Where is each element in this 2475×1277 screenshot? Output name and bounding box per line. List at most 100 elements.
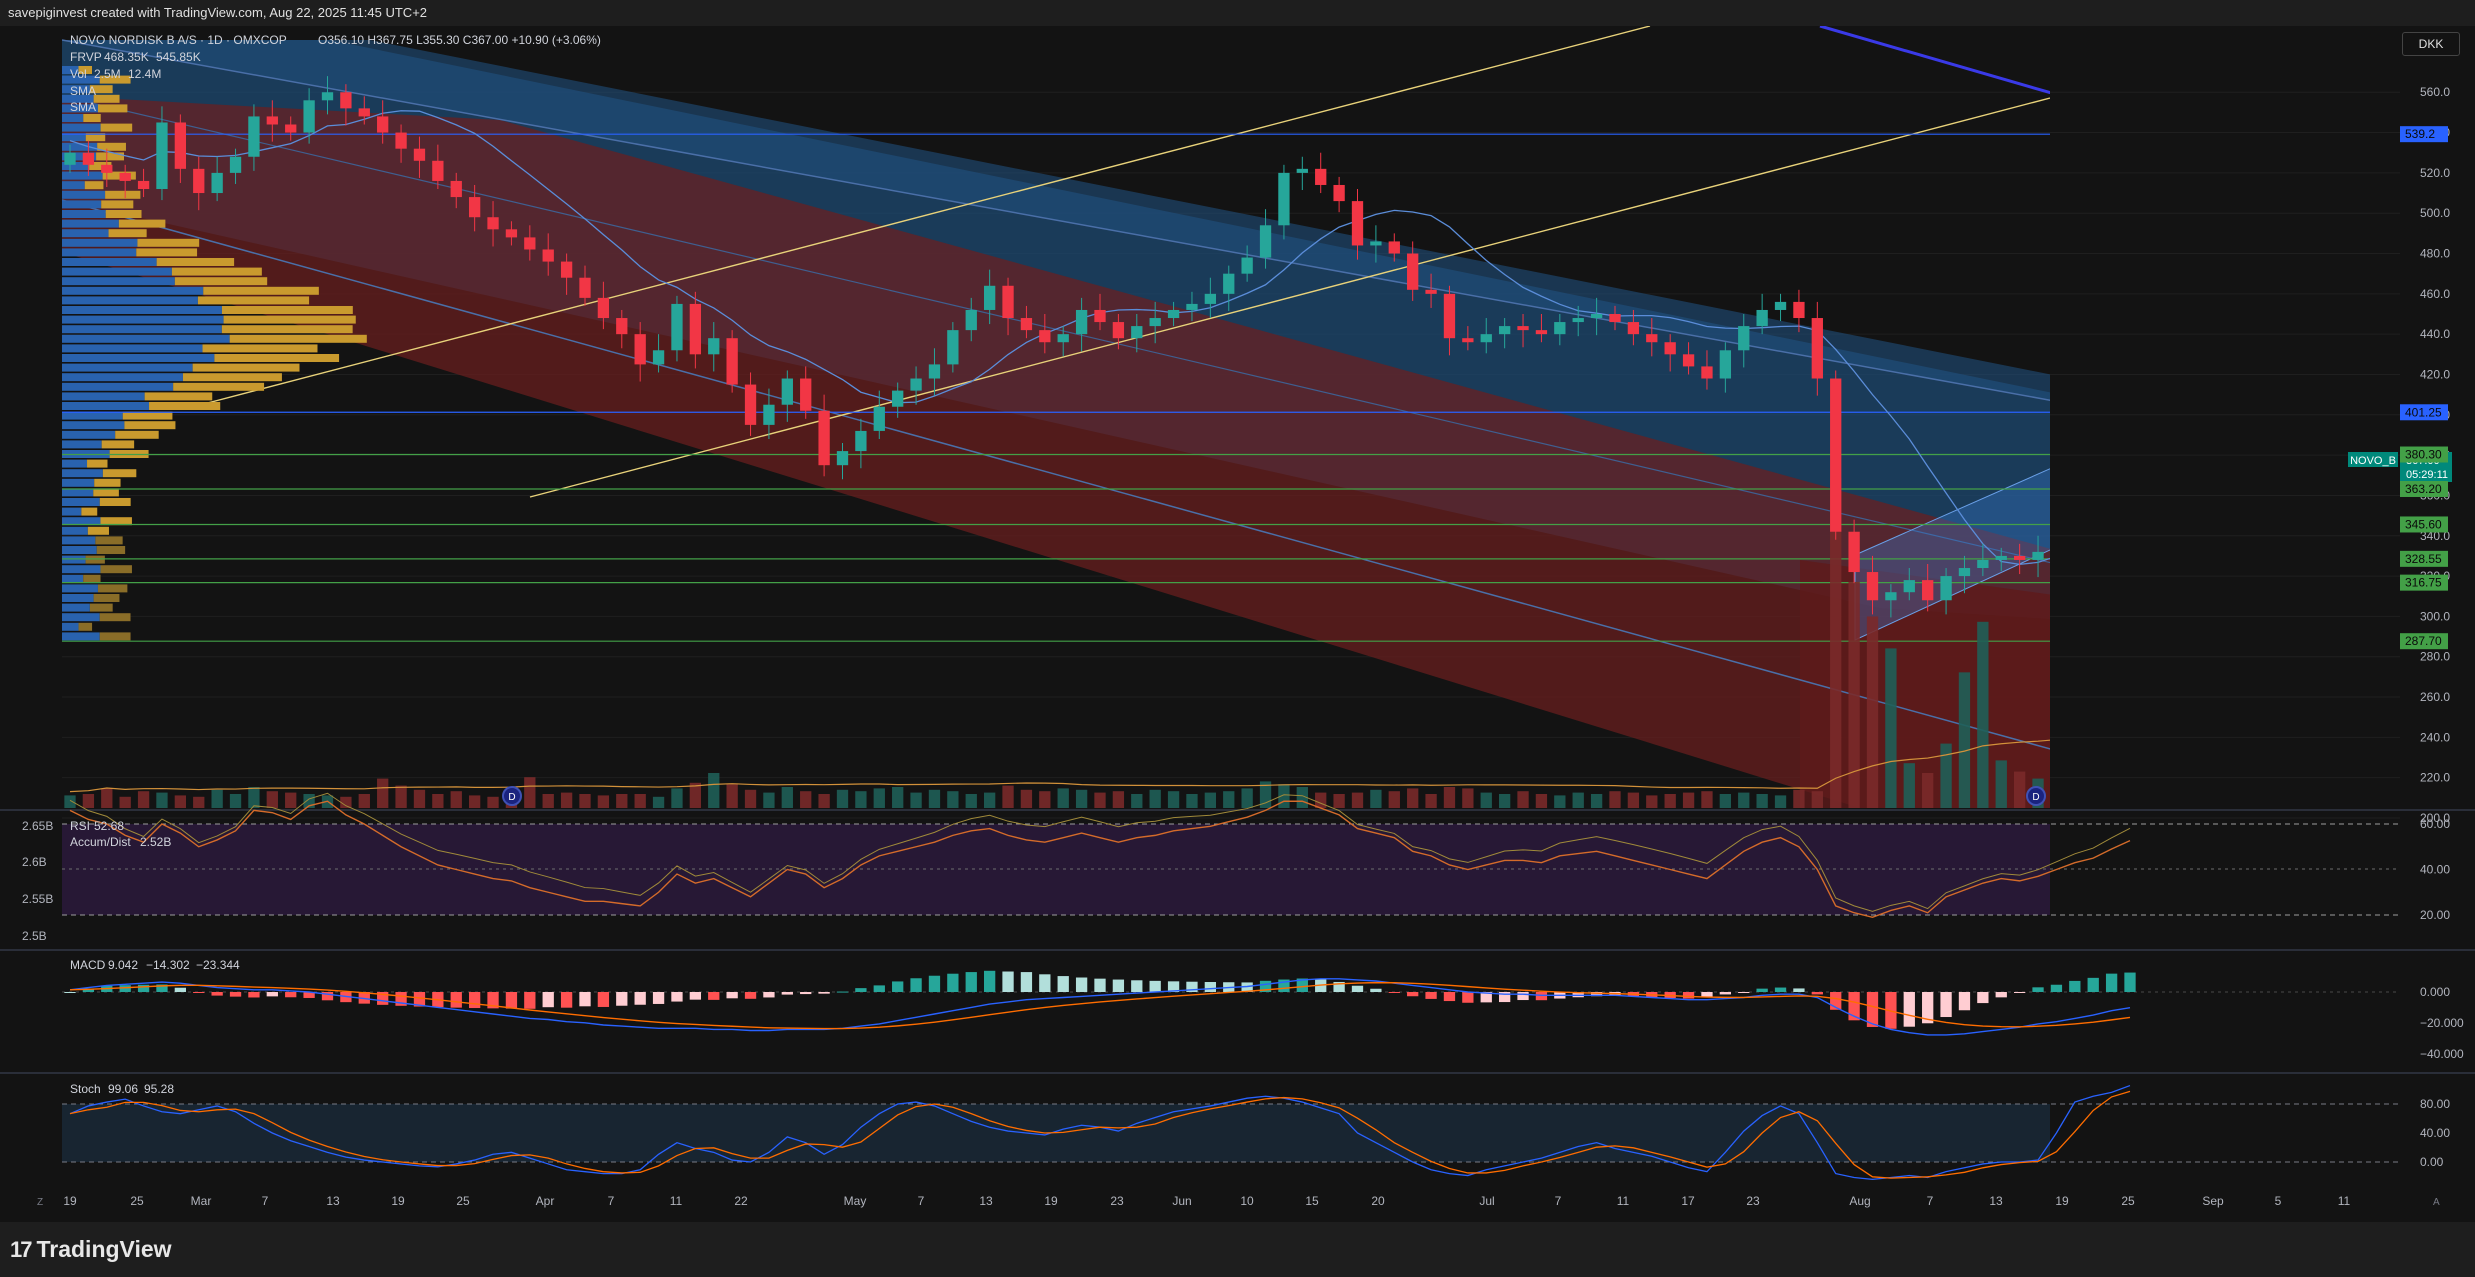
axis-auto-button[interactable]: A	[2433, 1197, 2440, 1208]
macd-bar	[1241, 982, 1253, 992]
candle-body	[1425, 289, 1437, 294]
legend-frvp[interactable]: FRVP	[70, 50, 102, 64]
currency-button[interactable]: DKK	[2402, 32, 2460, 56]
macd-bar	[156, 984, 168, 992]
volume-bar	[1075, 789, 1088, 808]
vp-bar-up	[62, 546, 97, 554]
macd-bar	[1903, 992, 1915, 1027]
candle-body	[1701, 366, 1713, 379]
macd-bar	[1517, 992, 1529, 1001]
vp-bar-down	[83, 574, 101, 583]
vp-bar-down	[136, 248, 198, 257]
macd-bar	[1922, 992, 1934, 1024]
macd-bar	[1278, 979, 1290, 992]
axis-zoom-button[interactable]: Z	[37, 1197, 43, 1208]
legend-vol[interactable]: Vol	[70, 67, 87, 81]
volume-bar	[358, 794, 370, 808]
volume-bar	[910, 792, 922, 808]
vp-bar-down	[85, 555, 105, 564]
time-tick: 11	[670, 1194, 683, 1208]
legend-symbol[interactable]: NOVO NORDISK B A/S · 1D · OMXCOP	[70, 33, 287, 47]
macd-bar	[1370, 988, 1382, 992]
legend-sma-1[interactable]: SMA	[70, 84, 96, 98]
macd-bar	[137, 984, 150, 992]
candle-body	[1830, 378, 1842, 532]
volume-bar	[1388, 791, 1400, 808]
candle-body	[1590, 314, 1603, 319]
channel-upper-line	[62, 39, 2050, 401]
candle-body	[487, 217, 499, 230]
vp-bar-down	[223, 315, 356, 324]
volume-bar	[303, 794, 315, 808]
vp-bar-up	[62, 267, 172, 276]
price-level-tag	[2400, 516, 2448, 533]
trendline-blue-thick	[1819, 26, 2050, 95]
macd-bar	[303, 992, 315, 998]
dividend-marker[interactable]: D	[502, 786, 522, 806]
volume-bar	[266, 791, 278, 808]
stoch-d-line	[69, 1090, 2131, 1179]
vp-bar-up	[62, 286, 204, 295]
candle-body	[560, 261, 573, 278]
price-tick: 280.0	[2420, 650, 2450, 664]
candle-body	[708, 338, 720, 355]
macd-bar	[468, 992, 481, 1009]
macd-legend-label[interactable]: MACD	[70, 958, 106, 972]
time-tick: 20	[1371, 1194, 1385, 1208]
price-tick: 200.0	[2420, 811, 2450, 825]
rsi-axis-tick: 40.00	[2420, 863, 2450, 877]
price-tick: 260.0	[2420, 690, 2450, 704]
macd-bar	[2124, 972, 2136, 992]
candle-body	[248, 116, 260, 157]
macd-bar	[1296, 978, 1308, 992]
vp-bar-up	[62, 565, 101, 574]
macd-bar	[928, 975, 941, 992]
vp-bar-up	[62, 526, 88, 535]
macd-bar	[1020, 972, 1033, 992]
stoch-legend-label[interactable]: Stoch	[70, 1082, 101, 1096]
volume-bar	[744, 789, 757, 808]
candle-body	[1075, 309, 1088, 335]
vp-bar-up	[62, 258, 157, 266]
vp-bar-up	[62, 152, 97, 161]
price-level-tag	[2400, 126, 2448, 143]
vp-bar-up	[62, 66, 79, 74]
vp-bar-down	[173, 382, 265, 391]
time-tick: 7	[262, 1194, 269, 1208]
volume-bar	[137, 791, 150, 808]
time-tick: 25	[130, 1194, 144, 1208]
candle-body	[781, 378, 793, 405]
rsi-legend-label[interactable]: RSI	[70, 819, 90, 833]
macd-bar	[1186, 981, 1198, 992]
vp-bar-up	[62, 373, 183, 382]
vp-bar-up	[62, 459, 88, 468]
legend-sma-2[interactable]: SMA	[70, 100, 96, 114]
rsi-line	[69, 800, 2131, 919]
macd-axis-tick: −20.000	[2420, 1016, 2464, 1030]
chart-canvas[interactable]: D D 560.0540.0520.0500.0480.0460.0440.04…	[0, 26, 2475, 1222]
volume-bar	[616, 794, 628, 808]
time-tick: Aug	[1849, 1194, 1870, 1208]
dividend-marker[interactable]: D	[2026, 786, 2046, 806]
candle-body	[1002, 285, 1014, 319]
candle-body	[101, 164, 113, 173]
vp-bar-up	[62, 171, 103, 180]
volume-bar	[652, 796, 665, 808]
volume-bar	[1738, 792, 1750, 808]
ad-legend-label[interactable]: Accum/Dist	[70, 835, 131, 849]
volume-bar	[634, 794, 646, 808]
volume-bar	[597, 795, 610, 808]
macd-bar	[413, 992, 426, 1007]
time-tick: 25	[2121, 1194, 2135, 1208]
candle-body	[413, 148, 426, 161]
time-axis[interactable]: 19 25 Mar 7 13 19 25 Apr 7 11 22 May 7 13 19 23 Jun 10 15 2…	[63, 1194, 2350, 1208]
vp-bar-down	[89, 162, 112, 170]
volume-bar	[1315, 792, 1327, 808]
macd-bar	[597, 992, 610, 1007]
candle-body	[1131, 326, 1143, 339]
price-level-tag	[2400, 480, 2448, 497]
symbol-tag: NOVO_B	[2350, 455, 2396, 467]
macd-bar	[634, 992, 646, 1005]
macd-bar	[1407, 992, 1419, 997]
stoch-axis-tick: 0.00	[2420, 1155, 2444, 1169]
